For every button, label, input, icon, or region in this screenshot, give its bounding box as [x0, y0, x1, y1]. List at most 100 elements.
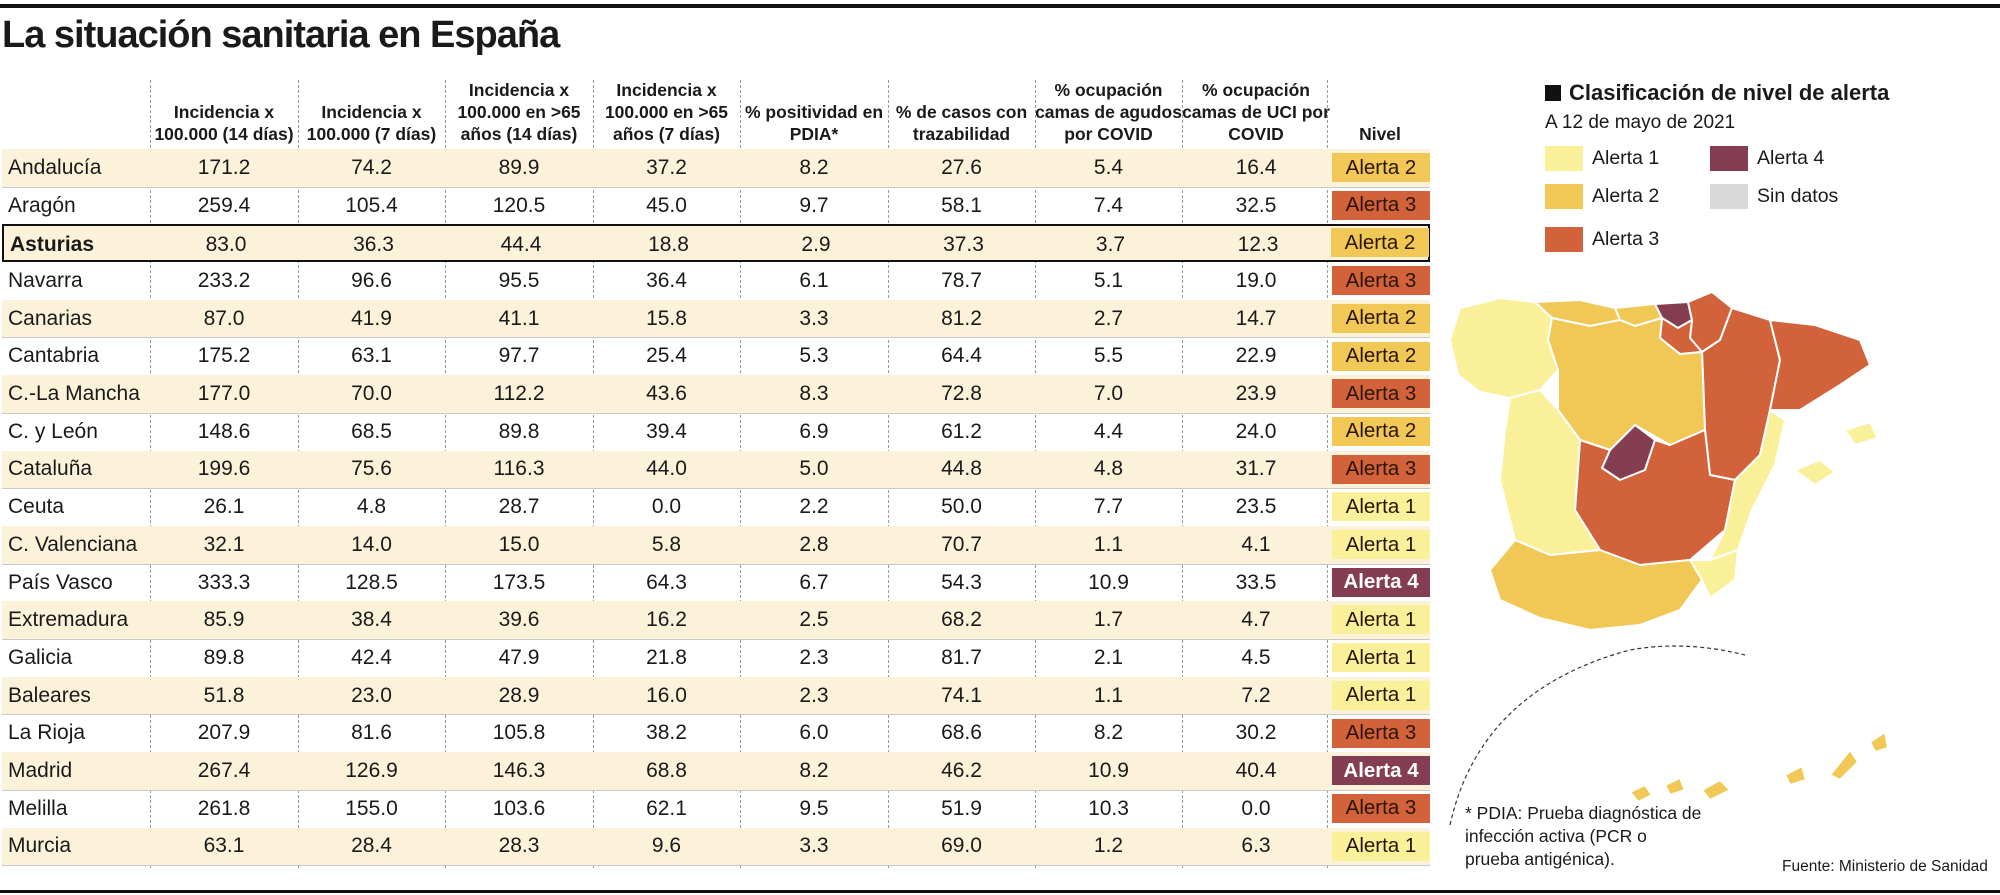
table-row: Galicia 89.8 42.4 47.9 21.8 2.3 81.7 2.1 4.5 Aler… [2, 639, 1430, 678]
table-cell-pos: 3.3 [799, 834, 829, 858]
table-cell-pos: 6.9 [799, 419, 829, 443]
table-cell-inc14: 26.1 [203, 495, 245, 519]
top-rule [0, 4, 2000, 8]
legend-item-alerta-1: Alerta 1 [1545, 146, 1659, 171]
table-cell-traz: 72.8 [941, 382, 982, 406]
table-row: Navarra 233.2 96.6 95.5 36.4 6.1 78.7 5.1 19.0 Al… [2, 262, 1430, 301]
table-cell-agudos: 1.7 [1093, 608, 1124, 632]
table-cell-inc65_7: 45.0 [646, 193, 687, 217]
alert-level-badge: Alerta 1 [1332, 831, 1430, 861]
table-cell-pos: 6.0 [799, 721, 829, 745]
table-cell-agudos: 5.4 [1093, 155, 1124, 179]
table-cell-inc14: 267.4 [197, 759, 251, 783]
table-cell-inc65_7: 62.1 [646, 796, 687, 820]
column-header-inc65_14: Incidencia x 100.000 en >65 años (14 día… [457, 80, 581, 145]
table-row: Baleares 51.8 23.0 28.9 16.0 2.3 74.1 1.1 7.2 Ale… [2, 676, 1430, 716]
region-name: La Rioja [8, 721, 86, 745]
table-cell-inc7: 42.4 [351, 645, 392, 669]
table-cell-traz: 27.6 [941, 155, 982, 179]
alert-level-badge: Alerta 2 [1332, 341, 1430, 371]
legend-swatch [1545, 146, 1583, 171]
table-cell-inc65_7: 18.8 [648, 233, 689, 257]
table-cell-inc7: 36.3 [353, 233, 394, 257]
table-cell-traz: 69.0 [941, 834, 982, 858]
table-cell-pos: 5.3 [799, 344, 829, 368]
region-galicia [1449, 297, 1559, 399]
legend-item-sin-datos: Sin datos [1710, 184, 1838, 209]
bottom-rule [0, 890, 2000, 893]
table-row: C. y León 148.6 68.5 89.8 39.4 6.9 61.2 4.4 24.0… [2, 413, 1430, 452]
region-name: C. y León [8, 419, 98, 443]
table-cell-agudos: 5.5 [1093, 344, 1124, 368]
table-cell-inc7: 14.0 [351, 532, 392, 556]
table-cell-inc65_14: 105.8 [492, 721, 546, 745]
table-cell-traz: 46.2 [941, 759, 982, 783]
table-cell-inc7: 4.8 [356, 495, 387, 519]
region-name: C.-La Mancha [8, 382, 140, 406]
table-row: Cataluña 199.6 75.6 116.3 44.0 5.0 44.8 4.8 31.7… [2, 450, 1430, 490]
alert-level-badge: Alerta 3 [1332, 718, 1430, 748]
table-cell-inc14: 333.3 [197, 570, 251, 594]
table-cell-inc7: 63.1 [351, 344, 392, 368]
table-cell-uci: 4.5 [1241, 645, 1271, 669]
canarias-inset-arc [1449, 645, 1746, 826]
column-header-inc65_7: Incidencia x 100.000 en >65 años (7 días… [604, 80, 729, 145]
table-cell-uci: 31.7 [1235, 457, 1277, 481]
table-row: Andalucía 171.2 74.2 89.9 37.2 8.2 27.6 5.4 16.4… [2, 149, 1430, 188]
alert-level-badge: Alerta 2 [1331, 228, 1429, 258]
column-header-nivel: Nivel [1359, 124, 1401, 145]
table-cell-pos: 9.5 [799, 796, 829, 820]
legend-swatch [1710, 184, 1748, 209]
table-cell-inc7: 38.4 [351, 608, 392, 632]
legend-item-alerta-2: Alerta 2 [1545, 184, 1659, 209]
table-cell-traz: 68.2 [941, 608, 982, 632]
table-cell-uci: 32.5 [1235, 193, 1277, 217]
table-cell-traz: 81.2 [941, 306, 982, 330]
alert-level-badge: Alerta 1 [1332, 605, 1430, 635]
table-row: Madrid 267.4 126.9 146.3 68.8 8.2 46.2 10.9 40.4… [2, 752, 1430, 791]
table-cell-inc14: 89.8 [203, 645, 245, 669]
source-credit: Fuente: Ministerio de Sanidad [1782, 858, 1988, 875]
table-cell-inc14: 207.9 [197, 721, 251, 745]
table-cell-pos: 2.3 [799, 683, 829, 707]
table-cell-uci: 4.7 [1241, 608, 1271, 632]
table-cell-inc65_14: 112.2 [493, 382, 545, 406]
alert-level-badge: Alerta 2 [1332, 153, 1430, 182]
table-cell-agudos: 5.1 [1093, 268, 1124, 292]
legend-label: Alerta 3 [1592, 228, 1660, 250]
table-cell-uci: 7.2 [1241, 683, 1271, 707]
table-cell-pos: 2.9 [801, 233, 831, 257]
table-cell-inc65_7: 15.8 [646, 306, 687, 330]
table-cell-inc65_7: 25.4 [646, 344, 687, 368]
table-cell-inc65_7: 43.6 [646, 382, 687, 406]
region-name: Melilla [8, 796, 68, 820]
table-cell-inc65_14: 89.9 [498, 155, 540, 179]
table-cell-agudos: 2.1 [1093, 645, 1124, 669]
region-name: Navarra [8, 268, 83, 292]
table-cell-inc7: 23.0 [351, 683, 392, 707]
table-cell-inc65_7: 39.4 [646, 419, 687, 443]
table-cell-uci: 23.5 [1235, 495, 1277, 519]
table-cell-inc65_7: 44.0 [646, 457, 687, 481]
table-cell-agudos: 4.4 [1093, 419, 1124, 443]
table-cell-inc7: 155.0 [345, 796, 398, 820]
alert-level-badge: Alerta 3 [1332, 454, 1430, 484]
table-cell-inc65_7: 36.4 [646, 268, 687, 292]
table-cell-inc14: 199.6 [197, 457, 251, 481]
table-cell-inc65_14: 28.7 [498, 495, 540, 519]
table-cell-inc65_14: 173.5 [492, 570, 546, 594]
region-name: País Vasco [8, 570, 113, 594]
column-header-uci: % ocupación camas de UCI por COVID [1182, 80, 1330, 145]
region-name: Aragón [8, 193, 76, 217]
table-cell-inc7: 75.6 [351, 457, 392, 481]
table-cell-inc14: 175.2 [197, 344, 251, 368]
table-cell-inc65_14: 47.9 [498, 645, 540, 669]
table-cell-inc7: 128.5 [345, 570, 398, 594]
table-cell-uci: 14.7 [1235, 306, 1277, 330]
column-header-traz: % de casos con trazabilidad [895, 102, 1028, 145]
legend-subtitle: A 12 de mayo de 2021 [1545, 112, 1736, 133]
legend-item-alerta-4: Alerta 4 [1710, 146, 1824, 171]
table-cell-uci: 12.3 [1237, 233, 1279, 257]
table-cell-inc65_14: 97.7 [498, 344, 540, 368]
table-cell-pos: 2.5 [799, 608, 829, 632]
